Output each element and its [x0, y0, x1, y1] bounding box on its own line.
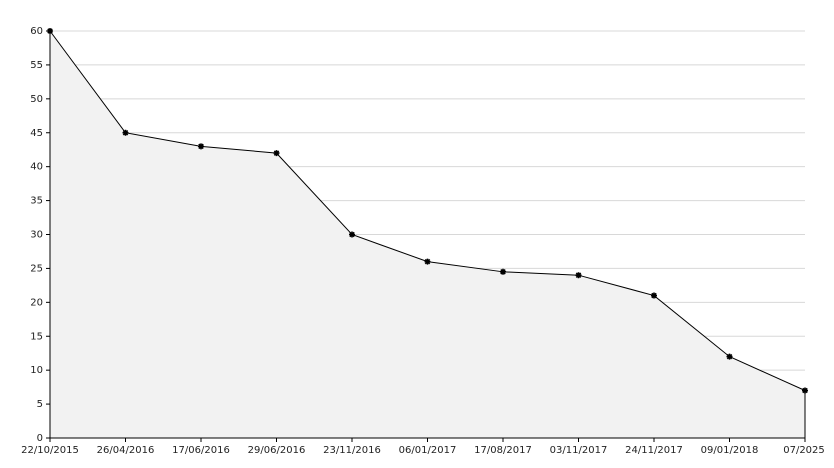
marker: [651, 292, 657, 299]
y-tick-label: 15: [30, 331, 43, 342]
y-tick-label: 40: [30, 162, 43, 173]
y-tick-label: 20: [30, 297, 43, 308]
marker: [424, 258, 431, 265]
y-tick-label: 45: [30, 128, 43, 139]
y-tick-label: 30: [30, 230, 43, 241]
marker: [575, 272, 582, 279]
x-tick-label: 26/04/2016: [97, 445, 155, 456]
marker: [726, 353, 733, 360]
y-tick-label: 55: [30, 60, 43, 71]
x-tick-label: 24/11/2017: [625, 445, 683, 456]
marker: [802, 387, 808, 394]
x-tick-label: 17/06/2016: [172, 445, 230, 456]
y-tick-label: 25: [30, 263, 43, 274]
marker: [47, 28, 53, 34]
marker: [198, 143, 204, 150]
x-tick-label: 17/08/2017: [474, 445, 532, 456]
x-tick-label: 06/01/2017: [399, 445, 457, 456]
y-tick-label: 35: [30, 196, 43, 207]
marker: [122, 129, 129, 136]
marker: [349, 231, 355, 238]
y-tick-label: 50: [30, 94, 43, 105]
x-tick-label: 09/01/2018: [701, 445, 759, 456]
y-tick-label: 60: [30, 26, 43, 37]
y-tick-label: 5: [37, 399, 43, 410]
marker: [273, 150, 280, 157]
x-tick-label: 07/2025: [783, 445, 825, 456]
marker: [500, 268, 506, 275]
area: [50, 31, 805, 438]
x-tick-label: 23/11/2016: [323, 445, 381, 456]
x-tick-label: 03/11/2017: [550, 445, 608, 456]
y-tick-label: 10: [30, 365, 43, 376]
y-tick-label: 0: [37, 433, 43, 444]
x-tick-label: 29/06/2016: [248, 445, 306, 456]
x-tick-label: 22/10/2015: [21, 445, 79, 456]
